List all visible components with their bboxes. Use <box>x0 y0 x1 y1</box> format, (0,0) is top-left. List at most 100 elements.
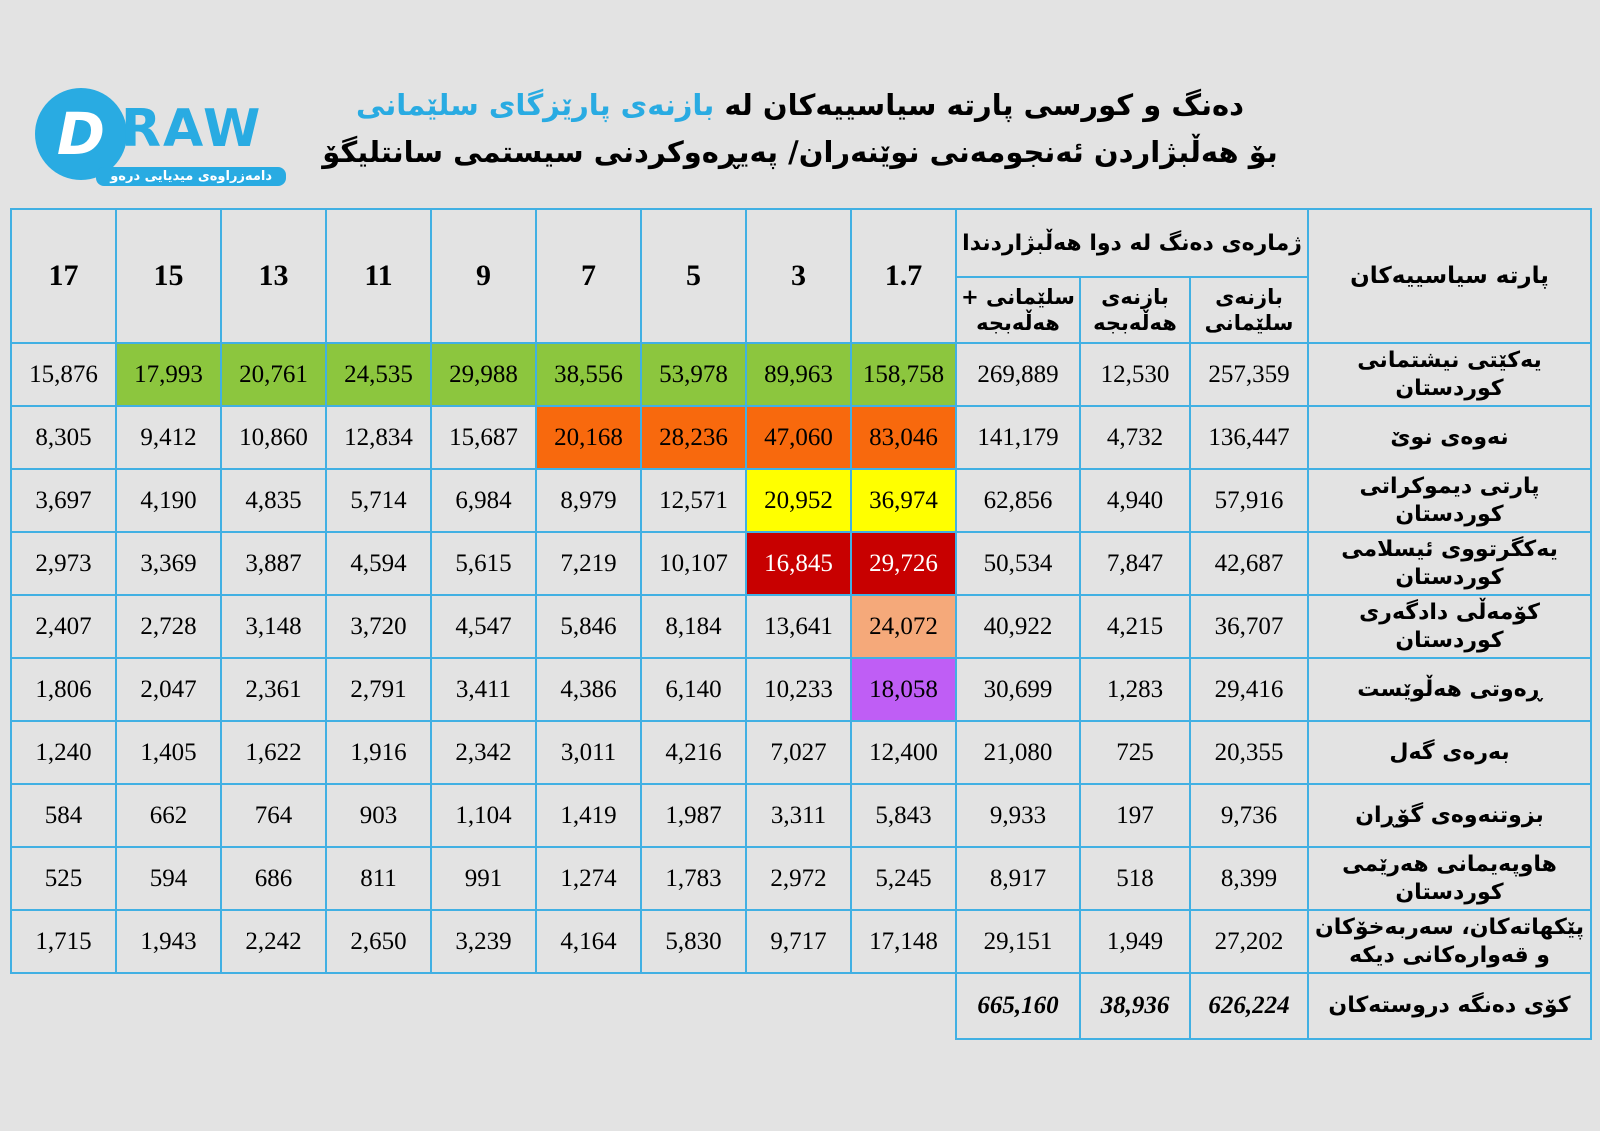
quotient-cell: 6,984 <box>430 468 537 533</box>
seat-won-cell: 36,974 <box>850 468 957 533</box>
vote-total-cell: 21,080 <box>954 720 1082 785</box>
quotient-cell: 3,369 <box>115 531 222 596</box>
quotient-cell: 1,419 <box>535 783 642 848</box>
vote-total-cell: 8,917 <box>954 846 1082 911</box>
vote-total-cell: 12,530 <box>1079 342 1192 407</box>
vote-total-cell: 27,202 <box>1189 909 1310 974</box>
party-name: بزوتنەوەی گۆڕان <box>1307 783 1593 848</box>
quotient-cell: 2,973 <box>10 531 117 596</box>
quotient-cell: 5,846 <box>535 594 642 659</box>
quotient-cell: 2,342 <box>430 720 537 785</box>
vote-total-cell: 8,399 <box>1189 846 1310 911</box>
quotient-cell: 3,887 <box>220 531 327 596</box>
quotient-cell: 525 <box>10 846 117 911</box>
party-name: ڕەوتی هەڵوێست <box>1307 657 1593 722</box>
quotient-cell: 1,943 <box>115 909 222 974</box>
seat-won-cell: 24,535 <box>325 342 432 407</box>
quotient-cell: 8,184 <box>640 594 747 659</box>
vote-total-cell: 50,534 <box>954 531 1082 596</box>
quotient-cell: 5,830 <box>640 909 747 974</box>
vote-total-cell: 42,687 <box>1189 531 1310 596</box>
quotient-cell: 811 <box>325 846 432 911</box>
quotient-cell: 9,412 <box>115 405 222 470</box>
page-header: D RAW دامەزراوەی میدیایی درەو دەنگ و کور… <box>0 0 1600 200</box>
vote-total-cell: 62,856 <box>954 468 1082 533</box>
grand-total-cell: 38,936 <box>1079 972 1192 1040</box>
party-row: ڕەوتی هەڵوێست 29,416 1,283 30,699 18,058 10,2… <box>10 657 1593 722</box>
header-divisor-1.7: 1.7 <box>850 208 957 344</box>
quotient-cell: 3,239 <box>430 909 537 974</box>
quotient-cell: 594 <box>115 846 222 911</box>
quotient-cell: 1,715 <box>10 909 117 974</box>
party-row: هاوپەیمانی هەرێمی کوردستان 8,399 518 8,917 5… <box>10 846 1593 911</box>
vote-total-cell: 141,179 <box>954 405 1082 470</box>
quotient-cell: 3,720 <box>325 594 432 659</box>
quotient-cell: 4,386 <box>535 657 642 722</box>
grand-total-cell: 665,160 <box>954 972 1082 1040</box>
vote-total-cell: 518 <box>1079 846 1192 911</box>
header-sulaymaniyah-constituency: بازنەی سلێمانی <box>1189 276 1310 344</box>
party-row: پێکهاتەکان، سەربەخۆکان و قەوارەکانی دیکە… <box>10 909 1593 974</box>
vote-total-cell: 4,215 <box>1079 594 1192 659</box>
quotient-cell: 2,791 <box>325 657 432 722</box>
seat-won-cell: 17,993 <box>115 342 222 407</box>
quotient-cell: 1,987 <box>640 783 747 848</box>
header-divisor-15: 15 <box>115 208 222 344</box>
quotient-cell: 4,835 <box>220 468 327 533</box>
quotient-cell: 7,027 <box>745 720 852 785</box>
header-sulaymaniyah-plus-halabja: سلێمانی + هەڵەبجە <box>954 276 1082 344</box>
vote-total-cell: 29,416 <box>1189 657 1310 722</box>
title-accent: بازنەی پارێزگای سلێمانی <box>356 88 715 122</box>
quotient-cell: 5,245 <box>850 846 957 911</box>
seat-won-cell: 38,556 <box>535 342 642 407</box>
party-row: پارتی دیموکراتی کوردستان 57,916 4,940 62,85… <box>10 468 1593 533</box>
quotient-cell: 903 <box>325 783 432 848</box>
quotient-cell: 584 <box>10 783 117 848</box>
header-divisor-17: 17 <box>10 208 117 344</box>
draw-logo: D RAW دامەزراوەی میدیایی درەو <box>35 88 290 188</box>
quotient-cell: 1,916 <box>325 720 432 785</box>
vote-total-cell: 136,447 <box>1189 405 1310 470</box>
seat-won-cell: 18,058 <box>850 657 957 722</box>
totals-label: کۆی دەنگە دروستەکان <box>1307 972 1593 1040</box>
quotient-cell: 1,806 <box>10 657 117 722</box>
party-row: یەکێتی نیشتمانی کوردستان 257,359 12,530 269… <box>10 342 1593 407</box>
party-name: هاوپەیمانی هەرێمی کوردستان <box>1307 846 1593 911</box>
vote-total-cell: 20,355 <box>1189 720 1310 785</box>
header-divisor-5: 5 <box>640 208 747 344</box>
quotient-cell: 1,783 <box>640 846 747 911</box>
party-name: بەرەی گەل <box>1307 720 1593 785</box>
seat-won-cell: 20,761 <box>220 342 327 407</box>
quotient-cell: 10,233 <box>745 657 852 722</box>
quotient-cell: 2,407 <box>10 594 117 659</box>
page-title: دەنگ و کورسی پارتە سیاسییەکان لە بازنەی … <box>0 0 1600 176</box>
quotient-cell: 662 <box>115 783 222 848</box>
vote-total-cell: 40,922 <box>954 594 1082 659</box>
seat-won-cell: 28,236 <box>640 405 747 470</box>
grand-total-cell: 626,224 <box>1189 972 1310 1040</box>
quotient-cell: 12,834 <box>325 405 432 470</box>
header-divisor-3: 3 <box>745 208 852 344</box>
header-vote-totals-group: ژمارەی دەنگ لە دوا هەڵبژاردندا <box>954 208 1310 278</box>
vote-total-cell: 29,151 <box>954 909 1082 974</box>
vote-total-cell: 1,283 <box>1079 657 1192 722</box>
seat-won-cell: 83,046 <box>850 405 957 470</box>
quotient-cell: 3,011 <box>535 720 642 785</box>
quotient-cell: 3,311 <box>745 783 852 848</box>
seat-won-cell: 20,952 <box>745 468 852 533</box>
quotient-cell: 6,140 <box>640 657 747 722</box>
quotient-cell: 2,361 <box>220 657 327 722</box>
quotient-cell: 4,190 <box>115 468 222 533</box>
quotient-cell: 1,104 <box>430 783 537 848</box>
header-divisor-9: 9 <box>430 208 537 344</box>
seat-won-cell: 47,060 <box>745 405 852 470</box>
quotient-cell: 12,571 <box>640 468 747 533</box>
vote-total-cell: 36,707 <box>1189 594 1310 659</box>
vote-total-cell: 9,736 <box>1189 783 1310 848</box>
quotient-cell: 10,860 <box>220 405 327 470</box>
party-row: بەرەی گەل 20,355 725 21,080 12,400 7,027 4,216… <box>10 720 1593 785</box>
quotient-cell: 3,411 <box>430 657 537 722</box>
vote-total-cell: 30,699 <box>954 657 1082 722</box>
quotient-cell: 4,216 <box>640 720 747 785</box>
seat-won-cell: 89,963 <box>745 342 852 407</box>
